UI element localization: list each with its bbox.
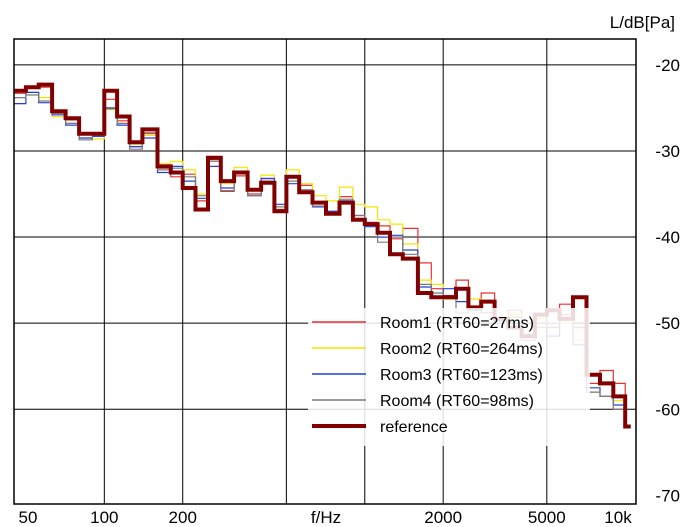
x-tick-label: 2000 (424, 508, 462, 527)
y-tick-label: -50 (655, 314, 680, 333)
y-tick-label: -30 (655, 142, 680, 161)
y-tick-label: -70 (655, 486, 680, 505)
x-tick-labels: 50 100 200 2000 5000 10k (19, 508, 633, 527)
y-tick-label: -60 (655, 400, 680, 419)
y-tick-labels: -20 -30 -40 -50 -60 -70 (655, 56, 680, 506)
y-tick-label: -40 (655, 228, 680, 247)
legend-items: Room1 (RT60=27ms) Room2 (RT60=264ms) Room3… (312, 315, 543, 436)
x-tick-label: 10k (604, 508, 632, 527)
legend-label: Room2 (RT60=264ms) (380, 341, 543, 358)
x-tick-label: 200 (169, 508, 197, 527)
legend-label: reference (380, 419, 448, 436)
legend-label: Room3 (RT60=123ms) (380, 367, 543, 384)
y-tick-label: -20 (655, 56, 680, 75)
legend-background (308, 308, 590, 446)
plot-frame (13, 38, 637, 505)
x-tick-label: 100 (90, 508, 118, 527)
legend-label: Room1 (RT60=27ms) (380, 315, 534, 332)
x-tick-label: 50 (19, 508, 38, 527)
legend-label: Room4 (RT60=98ms) (380, 393, 534, 410)
y-unit-label: L/dB[Pa] (610, 13, 675, 32)
x-unit-label: f/Hz (311, 508, 341, 527)
legend: Room1 (RT60=27ms) Room2 (RT60=264ms) Room3… (308, 308, 590, 446)
x-tick-label: 5000 (528, 508, 566, 527)
